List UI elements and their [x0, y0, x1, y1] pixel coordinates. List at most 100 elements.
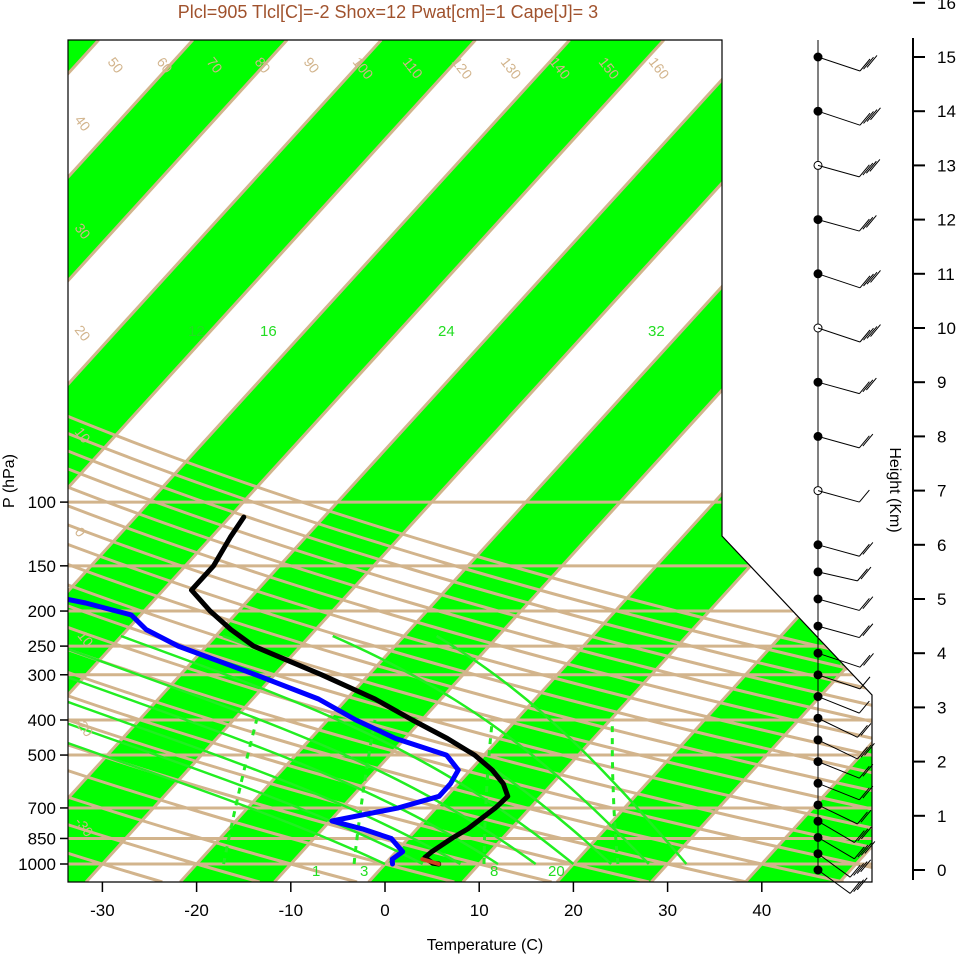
sounding-line: [189, 514, 511, 867]
isotherm-label: 50: [105, 54, 127, 76]
isotherm-line: [650, 40, 872, 882]
mixing-ratio-label: 20: [548, 863, 565, 880]
y-tick-label: 1000: [18, 855, 56, 874]
dry-adiabat: [68, 41, 872, 882]
plot-border: [67, 39, 873, 883]
isotherm-line: [68, 40, 383, 882]
dry-adiabat: [68, 41, 872, 882]
isotherm-label: 10: [742, 536, 764, 558]
wind-barb-flag: [862, 433, 874, 447]
wind-barb-flag: [859, 654, 871, 668]
wind-barb-flag: [863, 111, 874, 124]
wind-barb-flag: [860, 859, 872, 873]
isotherm-line: [68, 40, 665, 882]
wind-barb-flag: [853, 830, 865, 843]
moist-adiabat: [68, 634, 537, 866]
wind-barb-flag: [864, 841, 876, 854]
height-tick-label: 5: [937, 590, 946, 609]
wind-barb-shaft: [817, 327, 861, 343]
wind-barb-flag: [862, 162, 874, 176]
moist-adiabat: [68, 634, 499, 866]
wind-barb-flag: [849, 864, 861, 878]
temperature-band: [68, 40, 853, 882]
y-axis-label: P (hPa): [1, 454, 18, 508]
wind-barb-shaft: [817, 782, 860, 801]
wind-barb-flag: [865, 377, 877, 391]
height-tick-label: 0: [937, 861, 946, 880]
wind-barb-shaft: [817, 544, 860, 557]
wind-barb-flag: [863, 327, 874, 341]
x-tick-label: 0: [380, 901, 389, 920]
dry-adiabat: [68, 41, 650, 882]
isotherm-label: 20: [72, 322, 94, 344]
wind-barb-shaft: [817, 820, 855, 844]
height-tick-label: 1: [937, 807, 946, 826]
wind-barb-shaft: [817, 804, 858, 825]
wind-barb-flag: [858, 218, 870, 232]
wind-barb-flag: [857, 568, 868, 582]
height-tick-label: 13: [937, 156, 956, 175]
dry-adiabat: [68, 41, 872, 882]
wind-barb-flag: [860, 842, 872, 856]
isotherm-label: 30: [720, 120, 742, 142]
wind-barb-flag: [866, 326, 878, 339]
wind-barb-flag: [859, 58, 871, 72]
x-tick-label: 30: [658, 901, 677, 920]
wind-barb-shaft: [817, 696, 860, 714]
wind-barb-flag: [866, 109, 878, 122]
x-axis: -30 -20 -10 0 10 20 30 40: [90, 882, 771, 920]
wind-barb-shaft: [817, 273, 861, 289]
x-tick-label: 20: [564, 901, 583, 920]
wind-barb-shaft: [817, 652, 861, 668]
wind-barb-shaft: [817, 110, 861, 126]
wind-barb-flag: [857, 828, 869, 842]
isotherm-line: [555, 40, 872, 882]
dry-adiabat: [68, 41, 872, 882]
wind-barb-flag: [856, 877, 868, 891]
wind-barb-flag: [870, 324, 881, 337]
isotherm-label: 130: [498, 54, 525, 82]
moist-adiabat-label: 32: [648, 323, 665, 340]
isotherm-label: 90: [301, 54, 323, 76]
wind-barb-flag: [862, 379, 874, 393]
wind-barb-flag: [858, 435, 870, 449]
mixing-ratio-line: [610, 719, 620, 865]
dry-adiabat: [68, 41, 844, 882]
dry-adiabat: [68, 41, 872, 882]
isotherm-label: 20: [787, 596, 809, 618]
wind-barb-flag: [860, 809, 872, 823]
wind-barb-flag: [858, 787, 870, 801]
wind-barb-flag: [859, 676, 871, 690]
wind-barb-flag: [853, 846, 865, 860]
wind-barb-flag: [870, 107, 881, 121]
wind-barb-flag: [862, 764, 874, 777]
wind-barb-flag: [860, 723, 872, 736]
x-tick-label: 10: [470, 901, 489, 920]
sounding-line: [420, 857, 441, 866]
wind-barb-flag: [858, 543, 870, 557]
sounding-line: [68, 514, 461, 867]
wind-barb-flag: [860, 744, 872, 758]
wind-barb-flag: [865, 160, 877, 174]
mixing-ratio-label: 1: [312, 863, 320, 880]
wind-barb-flag: [860, 826, 872, 840]
y-tick-label: 300: [28, 666, 56, 685]
dry-adiabat: [68, 41, 747, 882]
wind-barb-shaft: [817, 674, 861, 690]
mixing-ratio-line: [482, 719, 494, 865]
moist-adiabat: [120, 634, 575, 865]
wind-barb-flag: [869, 159, 881, 172]
wind-barb-shaft: [817, 598, 860, 611]
isotherm-label: 40: [72, 112, 94, 134]
x-axis-label: Temperature (C): [427, 937, 543, 954]
y-tick-label: 150: [28, 557, 56, 576]
wind-barb-flag: [859, 275, 871, 289]
wind-barb-flag: [865, 215, 877, 228]
x-tick-label: 40: [752, 901, 771, 920]
y-tick-label: 400: [28, 711, 56, 730]
height-tick-label: 8: [937, 427, 946, 446]
wind-barb-flag: [858, 381, 870, 394]
wind-barb-column: [813, 40, 881, 894]
